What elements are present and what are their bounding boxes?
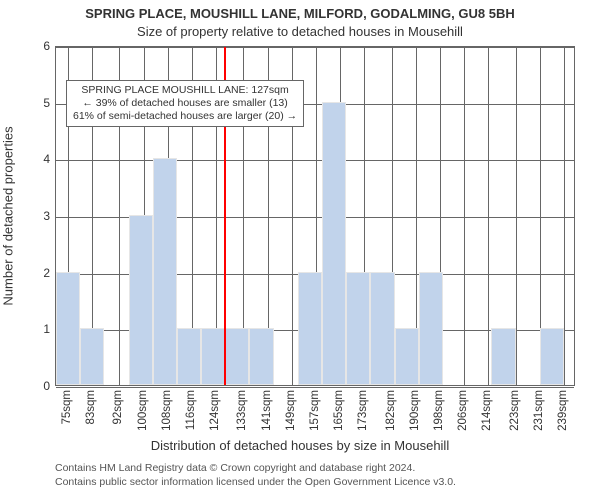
histogram-bar	[201, 328, 225, 385]
x-tick: 141sqm	[261, 390, 273, 431]
x-tick: 190sqm	[409, 390, 421, 431]
annotation-line3: 61% of semi-detached houses are larger (…	[73, 110, 297, 123]
x-tick: 133sqm	[236, 390, 248, 431]
chart-subtitle: Size of property relative to detached ho…	[0, 24, 600, 39]
histogram-bar	[346, 272, 370, 385]
x-tick: 231sqm	[533, 390, 545, 431]
chart-title: SPRING PLACE, MOUSHILL LANE, MILFORD, GO…	[0, 6, 600, 21]
plot-area: SPRING PLACE MOUSHILL LANE: 127sqm← 39% …	[55, 46, 575, 386]
y-tick: 0	[20, 379, 50, 393]
histogram-bar	[80, 328, 104, 385]
histogram-bar	[225, 328, 249, 385]
attribution-line1: Contains HM Land Registry data © Crown c…	[55, 462, 456, 476]
x-tick: 223sqm	[509, 390, 521, 431]
chart-container: SPRING PLACE, MOUSHILL LANE, MILFORD, GO…	[0, 0, 600, 500]
annotation-line1: SPRING PLACE MOUSHILL LANE: 127sqm	[73, 84, 297, 97]
histogram-bar	[419, 272, 443, 385]
x-tick: 182sqm	[385, 390, 397, 431]
x-tick: 149sqm	[285, 390, 297, 431]
gridline-v	[464, 47, 465, 385]
histogram-bar	[395, 328, 419, 385]
gridline-v	[564, 47, 565, 385]
gridline-h	[56, 47, 574, 48]
x-tick: 157sqm	[309, 390, 321, 431]
x-tick: 124sqm	[209, 390, 221, 431]
attribution-text: Contains HM Land Registry data © Crown c…	[55, 462, 456, 489]
x-axis-label: Distribution of detached houses by size …	[0, 438, 600, 453]
histogram-bar	[322, 102, 346, 385]
y-tick: 1	[20, 322, 50, 336]
histogram-bar	[298, 272, 322, 385]
x-tick: 100sqm	[137, 390, 149, 431]
histogram-bar	[56, 272, 80, 385]
histogram-bar	[370, 272, 394, 385]
annotation-line2: ← 39% of detached houses are smaller (13…	[73, 97, 297, 110]
x-tick: 165sqm	[333, 390, 345, 431]
x-tick: 214sqm	[481, 390, 493, 431]
x-tick: 92sqm	[112, 390, 124, 425]
histogram-bar	[491, 328, 515, 385]
x-tick: 239sqm	[557, 390, 569, 431]
histogram-bar	[153, 158, 177, 385]
histogram-bar	[540, 328, 564, 385]
histogram-bar	[249, 328, 273, 385]
x-tick: 173sqm	[357, 390, 369, 431]
attribution-line2: Contains public sector information licen…	[55, 476, 456, 490]
y-tick: 2	[20, 266, 50, 280]
histogram-bar	[177, 328, 201, 385]
y-tick: 3	[20, 209, 50, 223]
x-tick: 108sqm	[161, 390, 173, 431]
y-axis-label: Number of detached properties	[1, 126, 16, 305]
x-tick: 198sqm	[433, 390, 445, 431]
x-tick: 116sqm	[185, 390, 197, 430]
x-tick: 83sqm	[85, 390, 97, 425]
annotation-box: SPRING PLACE MOUSHILL LANE: 127sqm← 39% …	[66, 80, 304, 127]
y-tick: 5	[20, 96, 50, 110]
y-tick: 4	[20, 152, 50, 166]
histogram-bar	[129, 215, 153, 385]
x-tick: 75sqm	[61, 390, 73, 425]
y-tick: 6	[20, 39, 50, 53]
x-tick: 206sqm	[457, 390, 469, 431]
gridline-h	[56, 160, 574, 161]
gridline-h	[56, 387, 574, 388]
gridline-v	[488, 47, 489, 385]
gridline-v	[516, 47, 517, 385]
